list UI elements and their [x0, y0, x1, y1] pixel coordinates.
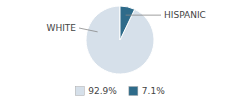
legend-label: 7.1%	[142, 86, 165, 96]
leader-line	[126, 15, 161, 16]
legend-swatch	[129, 87, 138, 96]
slice-label: HISPANIC	[164, 10, 206, 20]
legend-label: 92.9%	[88, 86, 117, 96]
legend: 92.9% 7.1%	[75, 86, 165, 96]
leader-line	[79, 28, 98, 32]
pie-slice	[120, 6, 135, 40]
pie	[86, 6, 154, 74]
pie-slice	[86, 6, 154, 74]
slice-label: WHITE	[46, 23, 76, 33]
slice-labels: WHITE HISPANIC	[46, 10, 205, 33]
chart: WHITE HISPANIC 92.9% 7.1%	[0, 0, 240, 100]
legend-swatch	[75, 87, 84, 96]
